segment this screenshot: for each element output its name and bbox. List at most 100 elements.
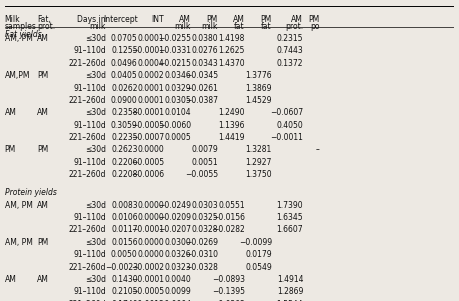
Text: 0.0179: 0.0179: [245, 250, 272, 259]
Text: PM: PM: [37, 145, 48, 154]
Text: −0.0012: −0.0012: [131, 300, 164, 301]
Text: samples: samples: [5, 22, 36, 31]
Text: 0.0040: 0.0040: [164, 275, 191, 284]
Text: 91–110d: 91–110d: [73, 250, 106, 259]
Text: 91–110d: 91–110d: [73, 213, 106, 222]
Text: −0.0282: −0.0282: [212, 225, 245, 234]
Text: 0.0004: 0.0004: [137, 59, 164, 68]
Text: fat: fat: [234, 22, 245, 31]
Text: −0.0345: −0.0345: [185, 71, 218, 80]
Text: Intercept: Intercept: [103, 15, 138, 24]
Text: –: –: [316, 145, 319, 154]
Text: 0.0083: 0.0083: [111, 201, 138, 210]
Text: 1.6345: 1.6345: [277, 213, 303, 222]
Text: ≤30d: ≤30d: [85, 71, 106, 80]
Text: −0.0002: −0.0002: [131, 263, 164, 272]
Text: 0.0000: 0.0000: [137, 145, 164, 154]
Text: AM: AM: [37, 108, 49, 117]
Text: 0.0329: 0.0329: [164, 84, 191, 92]
Text: 0.0300: 0.0300: [164, 238, 191, 247]
Text: −0.0607: −0.0607: [270, 108, 303, 117]
Text: 0.4050: 0.4050: [276, 121, 303, 130]
Text: 0.2315: 0.2315: [277, 34, 303, 43]
Text: 0.0303: 0.0303: [191, 201, 218, 210]
Text: po: po: [310, 22, 319, 31]
Text: 221–260d: 221–260d: [68, 96, 106, 105]
Text: −0.0310: −0.0310: [185, 250, 218, 259]
Text: 0.0305: 0.0305: [164, 96, 191, 105]
Text: 0.0051: 0.0051: [191, 158, 218, 167]
Text: 1.2927: 1.2927: [246, 158, 272, 167]
Text: 0.0325: 0.0325: [191, 213, 218, 222]
Text: 0.0326: 0.0326: [164, 250, 191, 259]
Text: −0.0331: −0.0331: [158, 46, 191, 55]
Text: 0.3059: 0.3059: [111, 121, 138, 130]
Text: −0.0328: −0.0328: [185, 263, 218, 272]
Text: PM: PM: [37, 238, 48, 247]
Text: −0.0001: −0.0001: [131, 275, 164, 284]
Text: −0.0255: −0.0255: [158, 34, 191, 43]
Text: AM: AM: [37, 34, 49, 43]
Text: 0.1255: 0.1255: [111, 46, 138, 55]
Text: 1.3776: 1.3776: [245, 71, 272, 80]
Text: 1.1396: 1.1396: [218, 121, 245, 130]
Text: −0.0156: −0.0156: [212, 213, 245, 222]
Text: AM,PM: AM,PM: [5, 71, 30, 80]
Text: 0.0050: 0.0050: [111, 250, 138, 259]
Text: 0.0079: 0.0079: [191, 145, 218, 154]
Text: −0.0215: −0.0215: [158, 59, 191, 68]
Text: ≤30d: ≤30d: [85, 34, 106, 43]
Text: prot.: prot.: [285, 22, 303, 31]
Text: milk: milk: [174, 22, 191, 31]
Text: 1.4419: 1.4419: [218, 133, 245, 142]
Text: 1.4370: 1.4370: [218, 59, 245, 68]
Text: 0.0276: 0.0276: [191, 46, 218, 55]
Text: AM: AM: [37, 275, 49, 284]
Text: 0.2235: 0.2235: [111, 133, 138, 142]
Text: 1.7390: 1.7390: [277, 201, 303, 210]
Text: −0.0007: −0.0007: [131, 133, 164, 142]
Text: AM: AM: [5, 108, 17, 117]
Text: 1.3869: 1.3869: [245, 84, 272, 92]
Text: −0.0006: −0.0006: [131, 170, 164, 179]
Text: 0.2208: 0.2208: [112, 170, 138, 179]
Text: prot.: prot.: [37, 22, 55, 31]
Text: 1.6607: 1.6607: [277, 225, 303, 234]
Text: 91–110d: 91–110d: [73, 46, 106, 55]
Text: 221–260d: 221–260d: [68, 133, 106, 142]
Text: 0.2105: 0.2105: [111, 287, 138, 296]
Text: 221–260d: 221–260d: [68, 263, 106, 272]
Text: −0.0005: −0.0005: [131, 121, 164, 130]
Text: PM: PM: [207, 15, 218, 24]
Text: AM: AM: [37, 201, 49, 210]
Text: PM: PM: [5, 145, 16, 154]
Text: 0.0346: 0.0346: [164, 71, 191, 80]
Text: 91–110d: 91–110d: [73, 121, 106, 130]
Text: 0.0900: 0.0900: [111, 96, 138, 105]
Text: −0.0055: −0.0055: [185, 170, 218, 179]
Text: 1.2625: 1.2625: [218, 46, 245, 55]
Text: 0.1740: 0.1740: [111, 300, 138, 301]
Text: Milk: Milk: [5, 15, 20, 24]
Text: −0.0001: −0.0001: [131, 225, 164, 234]
Text: AM, PM: AM, PM: [5, 201, 33, 210]
Text: Protein yields: Protein yields: [5, 188, 56, 197]
Text: 0.0002: 0.0002: [137, 71, 164, 80]
Text: 0.0551: 0.0551: [218, 201, 245, 210]
Text: ≤30d: ≤30d: [85, 201, 106, 210]
Text: −0.0011: −0.0011: [270, 133, 303, 142]
Text: PM: PM: [308, 15, 319, 24]
Text: milk: milk: [202, 22, 218, 31]
Text: 0.0000: 0.0000: [137, 250, 164, 259]
Text: 221–260d: 221–260d: [68, 59, 106, 68]
Text: 1.2869: 1.2869: [277, 287, 303, 296]
Text: −0.0005: −0.0005: [131, 287, 164, 296]
Text: fat: fat: [261, 22, 272, 31]
Text: milk: milk: [90, 22, 106, 31]
Text: 1.3750: 1.3750: [245, 170, 272, 179]
Text: AM, PM: AM, PM: [5, 34, 33, 43]
Text: PM: PM: [261, 15, 272, 24]
Text: 0.0117: 0.0117: [111, 225, 138, 234]
Text: 0.0380: 0.0380: [191, 34, 218, 43]
Text: AM, PM: AM, PM: [5, 238, 33, 247]
